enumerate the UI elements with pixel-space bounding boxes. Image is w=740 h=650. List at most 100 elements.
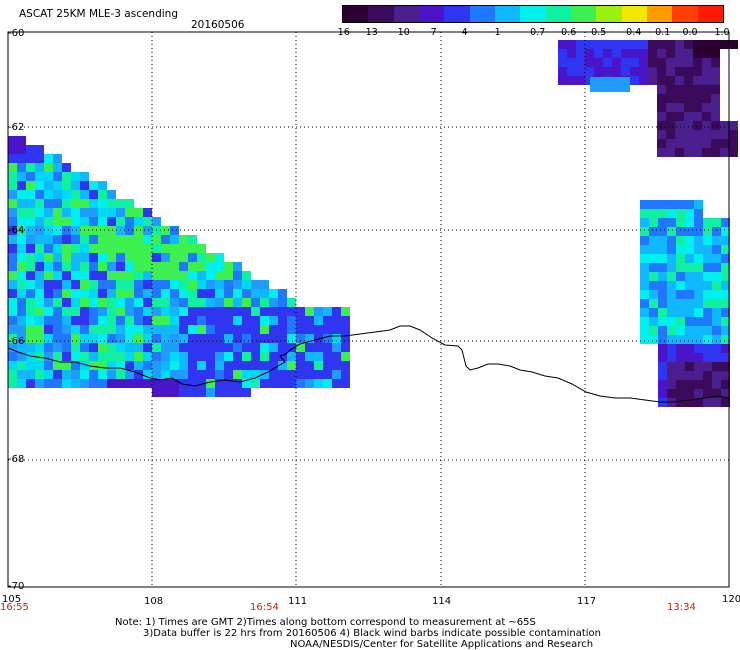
- data-cell: [161, 343, 170, 352]
- data-cell: [314, 307, 323, 316]
- data-cell: [26, 226, 35, 235]
- data-cell: [179, 307, 188, 316]
- data-cell: [8, 199, 17, 208]
- data-cell: [35, 334, 44, 343]
- data-cell: [323, 379, 332, 388]
- data-cell: [658, 335, 667, 344]
- data-cell: [188, 388, 197, 397]
- data-cell: [585, 40, 594, 49]
- data-cell: [44, 307, 53, 316]
- data-cell: [107, 199, 116, 208]
- data-cell: [657, 148, 666, 157]
- data-cell: [107, 379, 116, 388]
- lon-label-120: 120: [722, 594, 740, 605]
- data-cell: [107, 370, 116, 379]
- data-cell: [134, 352, 143, 361]
- data-cell: [712, 371, 721, 380]
- data-cell: [667, 263, 676, 272]
- data-cell: [161, 262, 170, 271]
- data-cell: [242, 307, 251, 316]
- data-cell: [215, 334, 224, 343]
- data-cell: [197, 298, 206, 307]
- data-cell: [62, 199, 71, 208]
- data-cell: [711, 121, 720, 130]
- data-cell: [287, 379, 296, 388]
- data-cell: [666, 130, 675, 139]
- data-cell: [161, 307, 170, 316]
- data-cell: [685, 227, 694, 236]
- data-cell: [80, 343, 89, 352]
- data-cell: [134, 334, 143, 343]
- data-cell: [648, 49, 657, 58]
- data-cell: [206, 262, 215, 271]
- data-cell: [80, 289, 89, 298]
- time-label-middle: 16:54: [250, 602, 279, 613]
- data-cell: [98, 208, 107, 217]
- data-cell: [134, 316, 143, 325]
- colorbar: [342, 5, 724, 23]
- data-cell: [107, 271, 116, 280]
- data-cell: [170, 316, 179, 325]
- data-cell: [116, 361, 125, 370]
- data-cell: [712, 335, 721, 344]
- data-cell: [667, 272, 676, 281]
- data-cell: [152, 325, 161, 334]
- data-cell: [720, 139, 729, 148]
- data-cell: [712, 299, 721, 308]
- data-cell: [676, 353, 685, 362]
- data-cell: [640, 308, 649, 317]
- data-cell: [8, 181, 17, 190]
- data-cell: [98, 226, 107, 235]
- data-cell: [35, 316, 44, 325]
- data-cell: [71, 253, 80, 262]
- data-cell: [35, 379, 44, 388]
- data-cell: [685, 218, 694, 227]
- data-cell: [143, 271, 152, 280]
- data-cell: [649, 290, 658, 299]
- data-cell: [98, 343, 107, 352]
- data-cell: [170, 271, 179, 280]
- data-cell: [8, 325, 17, 334]
- data-cell: [71, 262, 80, 271]
- data-cell: [134, 271, 143, 280]
- data-cell: [98, 262, 107, 271]
- data-cell: [729, 148, 738, 157]
- data-cell: [80, 298, 89, 307]
- data-cell: [80, 181, 89, 190]
- data-cell: [685, 371, 694, 380]
- data-cell: [170, 370, 179, 379]
- data-cell: [314, 334, 323, 343]
- data-cell: [676, 362, 685, 371]
- data-cell: [62, 316, 71, 325]
- data-cell: [296, 370, 305, 379]
- data-cell: [721, 245, 730, 254]
- data-cell: [206, 361, 215, 370]
- data-cell: [206, 325, 215, 334]
- data-cell: [53, 280, 62, 289]
- data-cell: [17, 352, 26, 361]
- data-cell: [215, 379, 224, 388]
- data-cell: [702, 112, 711, 121]
- data-cell: [170, 289, 179, 298]
- data-cell: [269, 316, 278, 325]
- data-cell: [269, 343, 278, 352]
- data-cell: [125, 370, 134, 379]
- data-cell: [676, 371, 685, 380]
- data-cell: [242, 334, 251, 343]
- data-cell: [71, 208, 80, 217]
- data-cell: [314, 379, 323, 388]
- data-cell: [694, 236, 703, 245]
- data-cell: [35, 172, 44, 181]
- data-cell: [224, 370, 233, 379]
- data-cell: [649, 227, 658, 236]
- data-cell: [242, 352, 251, 361]
- data-cell: [341, 307, 350, 316]
- data-cell: [684, 67, 693, 76]
- data-cell: [558, 67, 567, 76]
- data-cell: [17, 271, 26, 280]
- data-cell: [658, 344, 667, 353]
- data-cell: [26, 208, 35, 217]
- data-cell: [116, 208, 125, 217]
- data-cell: [152, 217, 161, 226]
- data-cell: [125, 352, 134, 361]
